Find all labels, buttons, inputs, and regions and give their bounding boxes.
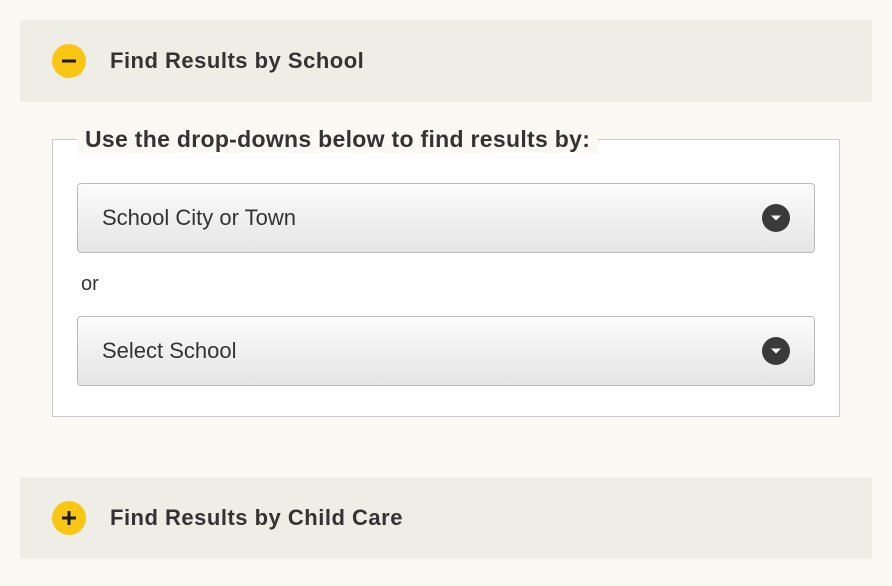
accordion-title-childcare: Find Results by Child Care: [110, 505, 403, 531]
dropdown-school-city[interactable]: School City or Town: [77, 183, 815, 253]
accordion-section-school: Find Results by School Use the drop-down…: [20, 20, 872, 457]
fieldset-legend: Use the drop-downs below to find results…: [77, 126, 598, 153]
accordion-section-childcare: Find Results by Child Care: [20, 477, 872, 559]
chevron-down-icon: [762, 204, 790, 232]
accordion-header-childcare[interactable]: Find Results by Child Care: [20, 477, 872, 559]
dropdown-label: Select School: [102, 338, 237, 364]
chevron-down-icon: [762, 337, 790, 365]
dropdown-label: School City or Town: [102, 205, 296, 231]
accordion-container: Find Results by School Use the drop-down…: [20, 20, 872, 559]
expand-icon: [52, 501, 86, 535]
collapse-icon: [52, 44, 86, 78]
accordion-title-school: Find Results by School: [110, 48, 364, 74]
school-fieldset: Use the drop-downs below to find results…: [52, 126, 840, 417]
accordion-body-school: Use the drop-downs below to find results…: [20, 102, 872, 457]
dropdown-select-school[interactable]: Select School: [77, 316, 815, 386]
accordion-header-school[interactable]: Find Results by School: [20, 20, 872, 102]
or-separator: or: [77, 253, 815, 316]
